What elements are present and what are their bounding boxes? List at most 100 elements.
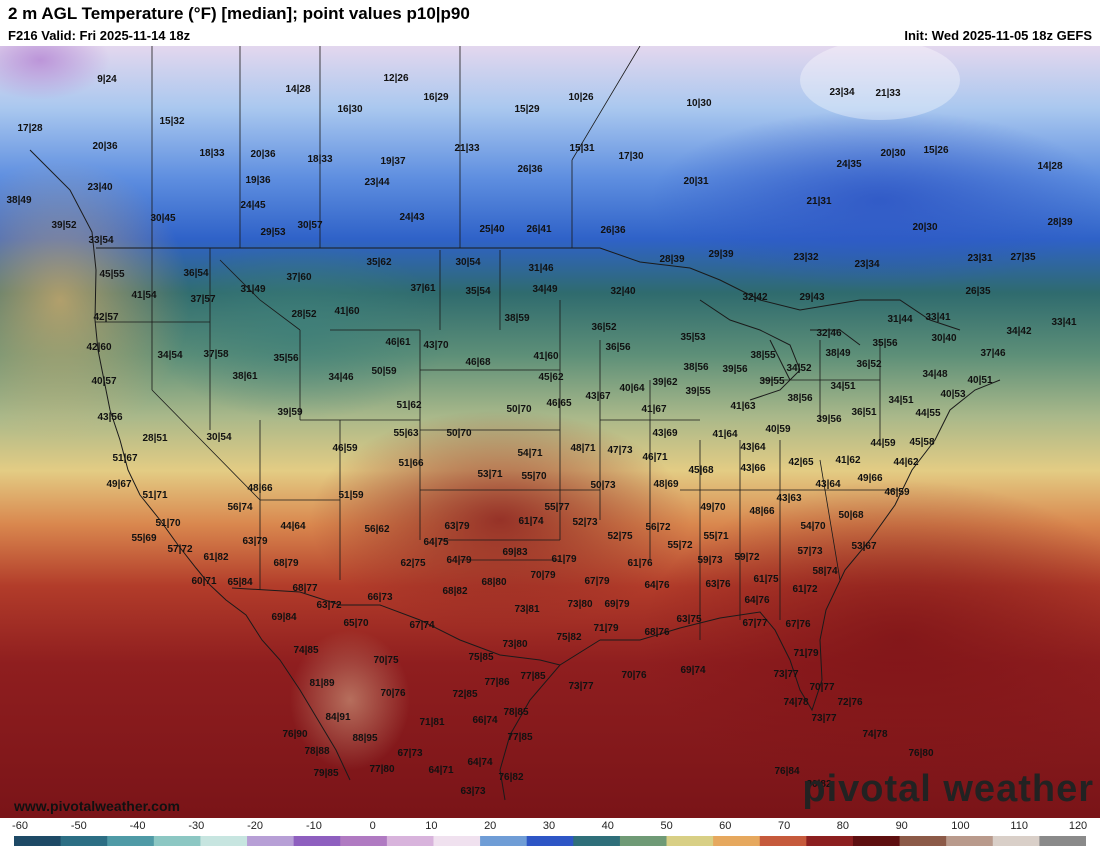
point-value: 28|51	[142, 433, 167, 444]
point-value: 23|44	[364, 177, 389, 188]
point-value: 48|71	[570, 443, 595, 454]
colorbar-tick-label: 60	[719, 820, 732, 832]
point-value: 44|59	[870, 438, 895, 449]
point-value: 44|62	[893, 457, 918, 468]
colorbar-segment	[899, 836, 947, 846]
point-value: 23|34	[854, 259, 879, 270]
colorbar-segment	[433, 836, 481, 846]
point-value: 46|68	[465, 357, 490, 368]
point-value: 41|60	[533, 351, 558, 362]
colorbar-tick-label: 10	[425, 820, 438, 832]
point-value: 36|56	[605, 342, 630, 353]
point-value: 40|53	[940, 389, 965, 400]
point-value: 31|46	[528, 263, 553, 274]
point-value: 10|30	[686, 98, 711, 109]
point-value: 40|59	[765, 424, 790, 435]
point-value: 77|80	[369, 764, 394, 775]
point-value: 61|74	[518, 516, 543, 527]
point-value: 64|79	[446, 555, 471, 566]
point-value: 24|43	[399, 212, 424, 223]
point-value: 35|56	[273, 353, 298, 364]
point-value: 38|49	[825, 348, 850, 359]
point-value: 28|39	[659, 254, 684, 265]
point-value: 39|55	[685, 386, 710, 397]
point-value: 76|90	[282, 729, 307, 740]
colorbar-tick-label: 120	[1068, 820, 1088, 832]
point-value: 28|52	[291, 309, 316, 320]
atlantic-warm-region	[640, 480, 1100, 800]
point-value: 61|82	[203, 552, 228, 563]
point-value: 20|31	[683, 176, 708, 187]
point-value: 46|59	[884, 487, 909, 498]
point-values: 9|24 17|28 20|36 15|32 14|28 12|26 16|29 16|30 1…	[6, 73, 1076, 797]
point-value: 39|56	[722, 364, 747, 375]
point-value: 15|31	[569, 143, 594, 154]
point-value: 76|84	[774, 766, 799, 777]
colorbar-segment	[713, 836, 761, 846]
point-value: 70|77	[809, 682, 834, 693]
point-value: 20|36	[250, 149, 275, 160]
point-value: 75|85	[468, 652, 493, 663]
point-value: 26|35	[965, 286, 990, 297]
point-value: 51|59	[338, 490, 363, 501]
point-value: 23|34	[829, 87, 854, 98]
mexico-highland-region	[290, 630, 410, 770]
point-value: 36|54	[183, 268, 208, 279]
point-value: 52|73	[572, 517, 597, 528]
point-value: 33|54	[88, 235, 113, 246]
point-value: 48|66	[749, 506, 774, 517]
point-value: 23|40	[87, 182, 112, 193]
point-value: 21|33	[875, 88, 900, 99]
website-label: www.pivotalweather.com	[14, 798, 180, 814]
point-value: 64|76	[744, 595, 769, 606]
point-value: 29|53	[260, 227, 285, 238]
point-value: 20|30	[912, 222, 937, 233]
point-value: 15|26	[923, 145, 948, 156]
point-value: 42|65	[788, 457, 813, 468]
colorbar-segment	[293, 836, 341, 846]
point-value: 34|42	[1006, 326, 1031, 337]
colorbar-tick-label: -30	[188, 820, 205, 832]
colorbar-tick-label: 80	[836, 820, 850, 832]
point-value: 54|70	[800, 521, 825, 532]
point-value: 63|79	[444, 521, 469, 532]
great-lakes	[699, 299, 861, 401]
point-value: 56|72	[645, 522, 670, 533]
pivotal-weather-logo: pivotal weather	[802, 768, 1094, 810]
point-value: 30|54	[206, 432, 231, 443]
init-time: Init: Wed 2025-11-05 18z GEFS	[904, 28, 1092, 43]
point-value: 64|76	[644, 580, 669, 591]
point-value: 42|60	[86, 342, 111, 353]
point-value: 41|54	[131, 290, 156, 301]
colorbar: -60 -50 -40 -30 -20 -10 0 10 20 30 40 50 60 70 80 90 100…	[0, 818, 1100, 850]
colorbar-tick-label: 20	[484, 820, 497, 832]
point-value: 88|95	[352, 733, 377, 744]
point-value: 45|55	[99, 269, 124, 280]
point-value: 33|41	[925, 312, 950, 323]
point-value: 16|29	[423, 92, 448, 103]
point-value: 29|39	[708, 249, 733, 260]
point-value: 73|80	[502, 639, 527, 650]
point-value: 68|77	[292, 583, 317, 594]
point-value: 73|81	[514, 604, 539, 615]
point-value: 47|73	[607, 445, 632, 456]
point-value: 44|64	[280, 521, 305, 532]
point-value: 16|30	[337, 104, 362, 115]
point-value: 38|61	[232, 371, 257, 382]
colorbar-segment	[619, 836, 668, 846]
point-value: 56|62	[364, 524, 389, 535]
point-value: 35|56	[872, 338, 897, 349]
point-value: 77|85	[507, 732, 532, 743]
colorbar-tick-label: 110	[1010, 820, 1028, 832]
colorbar-segment	[526, 836, 574, 846]
point-value: 45|68	[688, 465, 713, 476]
colorbar-segment	[666, 836, 714, 846]
point-value: 52|75	[607, 531, 632, 542]
colorbar-tick-label: -50	[70, 820, 87, 832]
boundaries	[29, 46, 1001, 801]
colorbar-labels: -60 -50 -40 -30 -20 -10 0 10 20 30 40 50 60 70 80 90 100…	[0, 818, 1100, 834]
us-mexico-border	[231, 587, 561, 666]
point-value: 54|71	[517, 448, 542, 459]
point-value: 57|72	[167, 544, 192, 555]
point-value: 41|63	[730, 401, 755, 412]
